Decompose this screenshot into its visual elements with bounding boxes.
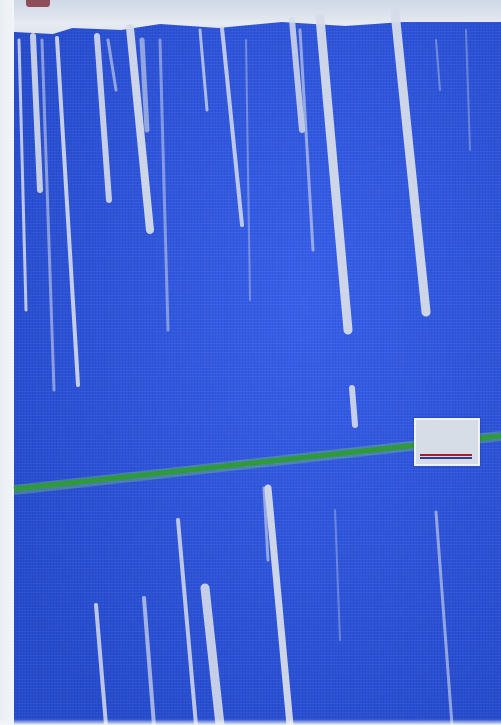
vertical-stripe <box>435 39 441 91</box>
vertical-stripe <box>139 37 150 133</box>
vertical-stripe <box>315 13 353 335</box>
vertical-stripe <box>220 26 244 227</box>
vertical-stripe <box>334 509 341 641</box>
vertical-stripe <box>200 583 225 725</box>
vertical-stripe <box>142 596 156 725</box>
vertical-stripe <box>198 28 209 112</box>
marker-red-line <box>420 454 472 456</box>
vertical-stripe <box>158 38 170 332</box>
vertical-stripe <box>298 28 315 252</box>
vertical-stripe <box>289 17 305 133</box>
vertical-stripe <box>55 36 80 387</box>
vertical-stripe <box>94 33 112 203</box>
vertical-stripe <box>245 39 251 301</box>
vertical-stripe <box>30 33 43 193</box>
vertical-stripe <box>17 38 28 312</box>
bottom-edge <box>0 719 501 725</box>
vertical-stripe <box>94 603 108 725</box>
vertical-stripe <box>465 29 471 151</box>
vertical-stripe <box>106 38 118 92</box>
vertical-stripe <box>126 24 154 234</box>
vertical-stripes <box>17 7 471 725</box>
vertical-stripe <box>349 385 358 428</box>
vertical-stripe <box>390 7 431 317</box>
vertical-stripe <box>40 38 56 392</box>
left-border <box>0 0 14 725</box>
vertical-stripe <box>176 518 198 725</box>
vertical-stripe <box>262 486 270 562</box>
top-left-mark <box>26 0 50 7</box>
marker-box <box>414 418 480 466</box>
marker-blue-line <box>420 457 472 459</box>
vertical-stripe <box>264 484 294 725</box>
vertical-stripe <box>434 510 454 725</box>
